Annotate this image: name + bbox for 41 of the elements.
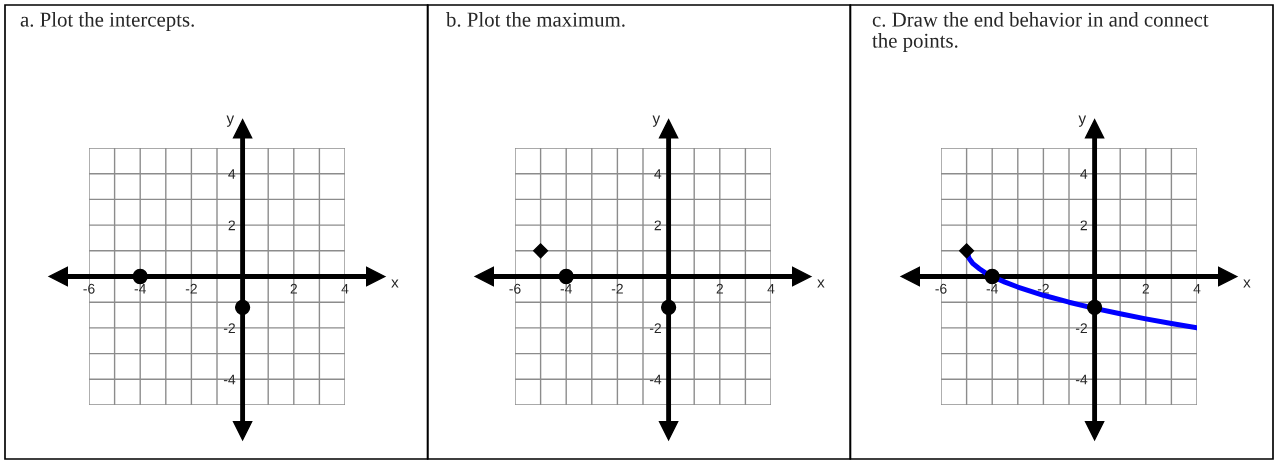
y-axis-title: y	[226, 115, 235, 127]
point	[533, 243, 549, 259]
x-tick-label: 4	[1193, 283, 1201, 294]
chart-title: b. Plot the maximum.	[446, 12, 625, 27]
point	[984, 268, 1000, 285]
x-tick-label: 4	[767, 283, 775, 294]
y-tick-label: 4	[228, 169, 236, 179]
y-tick-label: 4	[654, 169, 662, 179]
point	[660, 299, 677, 315]
y-tick-label: 2	[1080, 220, 1087, 231]
y-tick-label: 2	[654, 220, 661, 231]
x-tick-label: 4	[341, 283, 349, 294]
x-tick-label: -2	[611, 283, 623, 294]
point	[1086, 299, 1103, 315]
x-tick-label: 2	[1142, 283, 1149, 294]
y-tick-label: -4	[649, 374, 662, 385]
y-tick-label: -4	[223, 374, 236, 385]
x-tick-label: -4	[560, 283, 572, 294]
y-tick-label: -2	[223, 323, 235, 333]
x-tick-label: -2	[185, 283, 197, 294]
y-tick-label: 4	[1080, 169, 1088, 179]
point	[558, 268, 574, 285]
x-tick-label: 2	[290, 283, 297, 294]
x-tick-label: -4	[986, 283, 998, 294]
chart-title: a. Plot the intercepts.	[20, 12, 194, 31]
y-axis-title: y	[1078, 115, 1087, 127]
y-axis-title: y	[652, 115, 661, 127]
x-tick-label: -4	[134, 283, 146, 294]
x-axis-title: x	[1243, 279, 1251, 288]
y-tick-label: -2	[649, 323, 661, 333]
x-tick-label: -6	[935, 283, 947, 294]
chart-title: c. Draw the end behavior in and connect the points.	[872, 12, 1209, 52]
y-tick-label: -4	[1075, 374, 1088, 385]
y-tick-label: 2	[228, 220, 235, 231]
x-axis-title: x	[817, 279, 825, 288]
point	[959, 243, 975, 259]
y-tick-label: -2	[1075, 323, 1087, 333]
x-tick-label: -6	[509, 283, 521, 294]
x-axis-title: x	[391, 279, 399, 288]
x-tick-label: -6	[83, 283, 95, 294]
x-tick-label: 2	[716, 283, 723, 294]
